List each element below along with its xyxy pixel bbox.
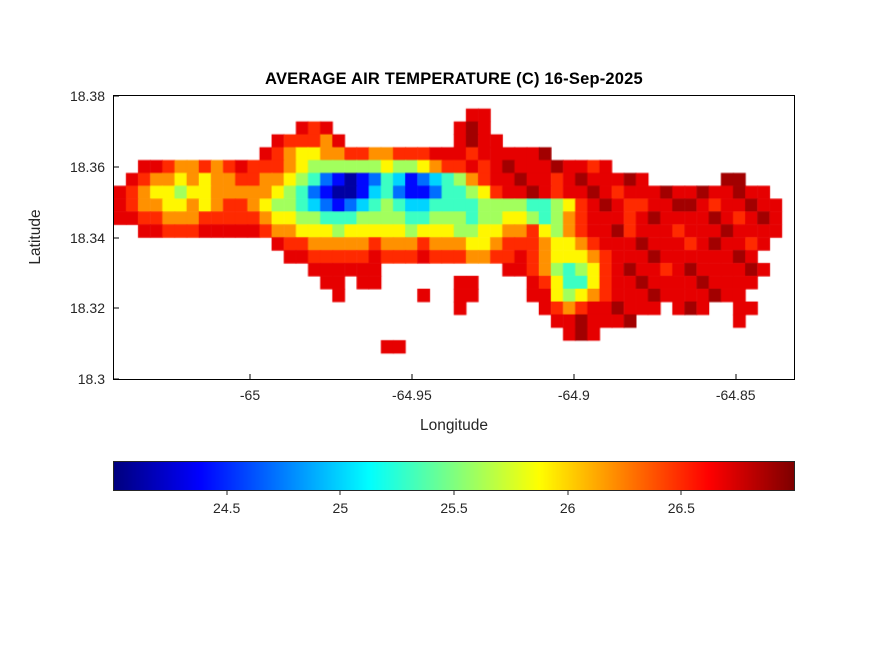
y-tick-label: 18.3: [77, 371, 105, 387]
x-tick-label: -64.95: [392, 387, 432, 403]
x-tick-mark: [249, 374, 251, 379]
figure-title: AVERAGE AIR TEMPERATURE (C) 16-Sep-2025: [265, 70, 643, 88]
y-tick-mark: [114, 95, 119, 97]
colorbar-tick-label: 26.5: [667, 500, 695, 516]
x-tick-label: -65: [239, 387, 261, 403]
y-tick-label: 18.38: [69, 88, 105, 104]
y-axis-label: Latitude: [27, 209, 44, 265]
colorbar: 24.5 25 25.5 26 26.5: [113, 461, 795, 516]
x-axis-label: Longitude: [419, 417, 489, 434]
colorbar-tick-mark: [453, 491, 455, 495]
heatmap-canvas: [114, 96, 794, 379]
x-tick-mark: [573, 374, 575, 379]
y-tick-mark: [114, 307, 119, 309]
colorbar-tick-mark: [339, 491, 341, 495]
colorbar-tick-mark: [226, 491, 228, 495]
x-tick-label: -64.9: [557, 387, 590, 403]
y-tick-mark: [114, 166, 119, 168]
colorbar-tick-label: 24.5: [213, 500, 241, 516]
colorbar-tick-label: 26: [559, 500, 576, 516]
y-tick-label: 18.34: [69, 229, 105, 246]
colorbar-canvas: [113, 461, 795, 491]
y-tick-mark: [114, 378, 119, 380]
y-tick-label: 18.36: [69, 158, 105, 175]
x-tick-mark: [411, 374, 413, 379]
x-tick-mark: [735, 374, 737, 379]
y-tick-label: 18.32: [69, 300, 105, 317]
plot-axes: -65 -64.95 -64.9 -64.85 18.3 18.32 18.34 18.36 1…: [70, 88, 795, 403]
colorbar-tick-mark: [567, 491, 569, 495]
x-tick-label: -64.85: [715, 387, 756, 403]
colorbar-tick-label: 25.5: [440, 500, 468, 516]
colorbar-tick-label: 25: [332, 500, 349, 516]
colorbar-tick-mark: [680, 491, 682, 495]
y-tick-mark: [114, 237, 119, 238]
